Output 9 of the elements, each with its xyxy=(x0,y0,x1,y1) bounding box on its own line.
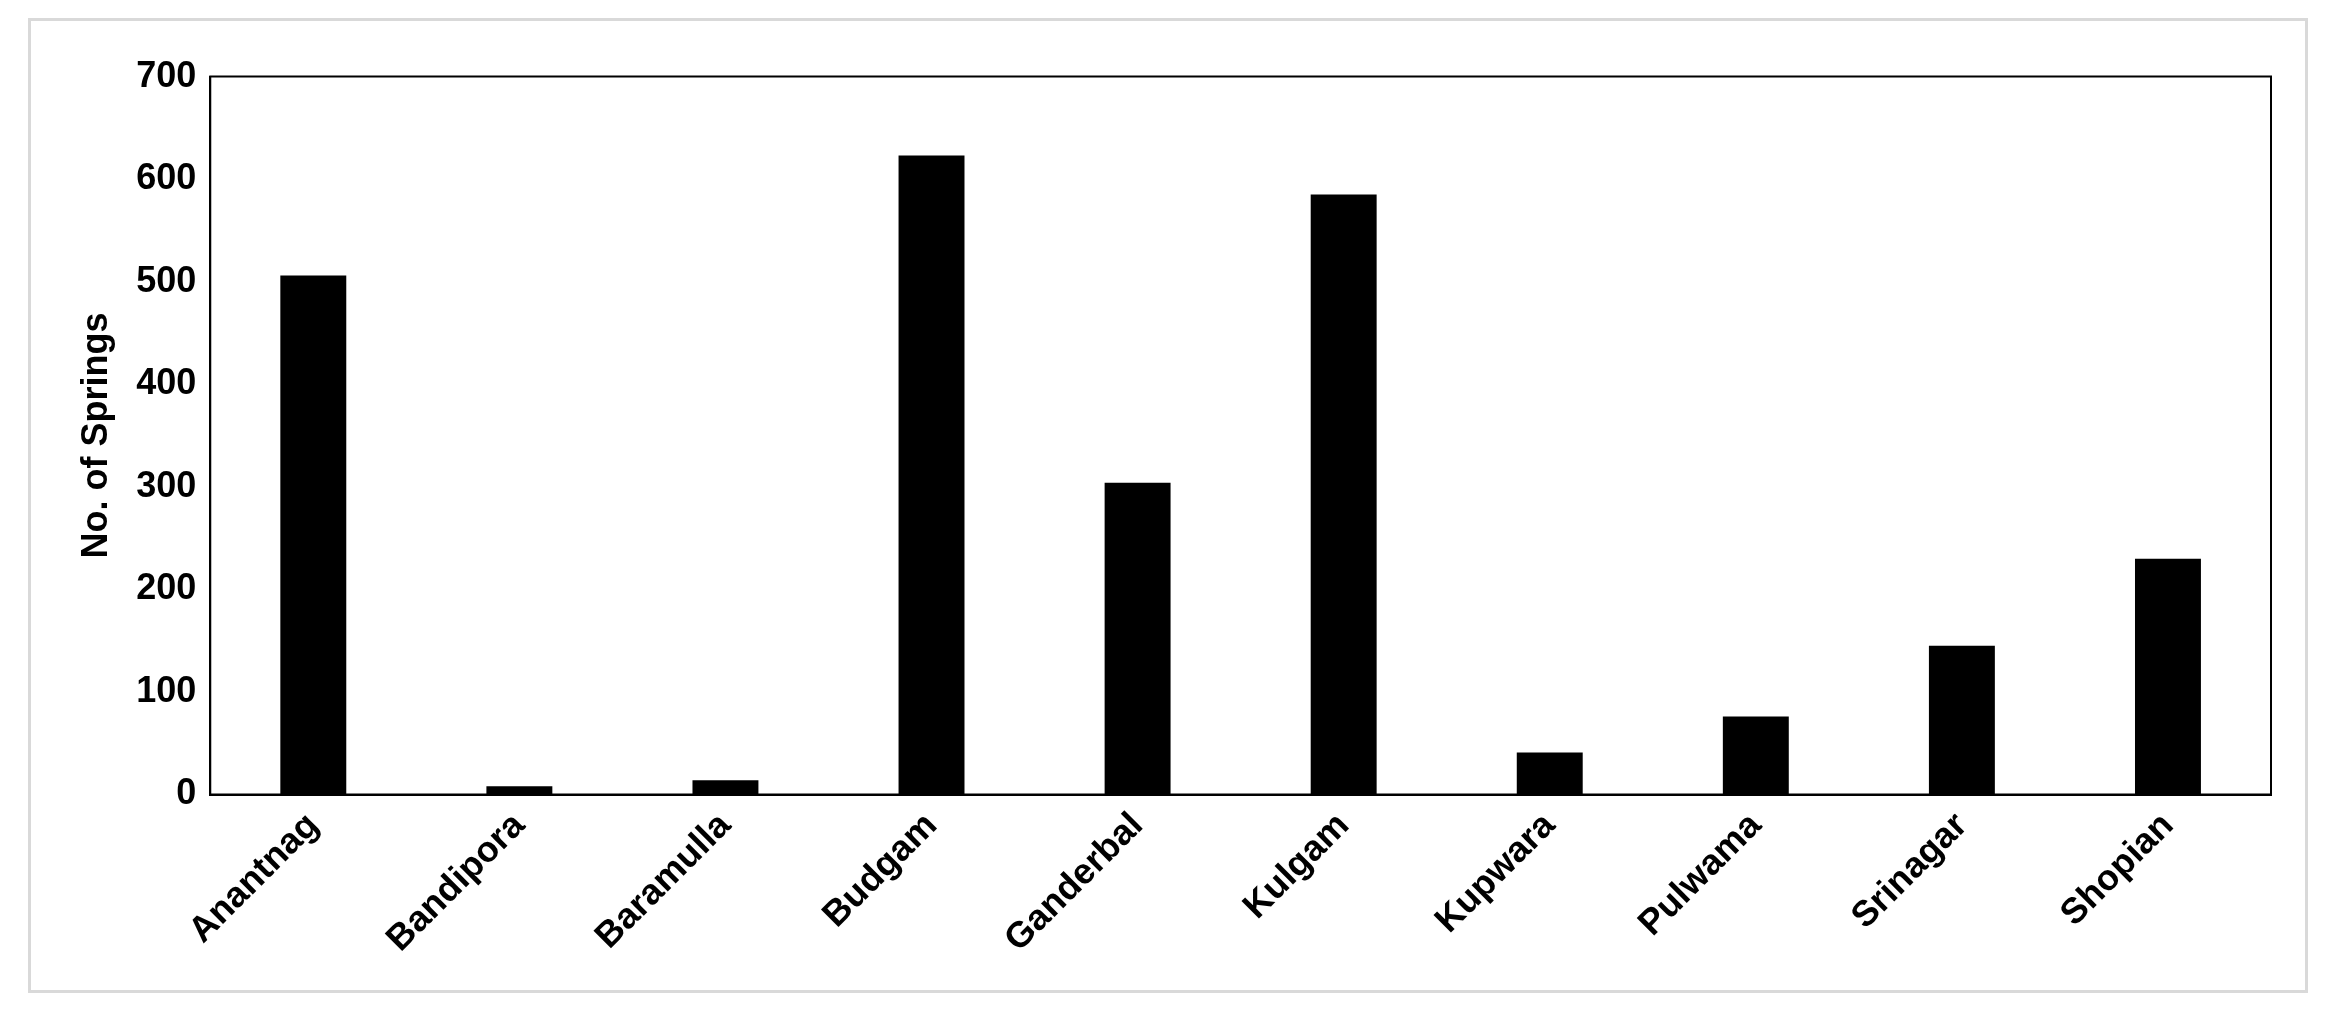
y-tick-label: 0 xyxy=(176,771,197,813)
y-tick-label: 600 xyxy=(136,156,197,198)
y-tick-label: 100 xyxy=(136,668,197,710)
y-tick-label: 300 xyxy=(136,463,197,505)
y-tick-label: 200 xyxy=(136,566,197,608)
y-tick-label: 700 xyxy=(136,53,197,95)
y-axis-title: No. of Springs xyxy=(73,312,115,559)
y-tick-label: 500 xyxy=(136,258,197,300)
y-tick-label: 400 xyxy=(136,361,197,403)
